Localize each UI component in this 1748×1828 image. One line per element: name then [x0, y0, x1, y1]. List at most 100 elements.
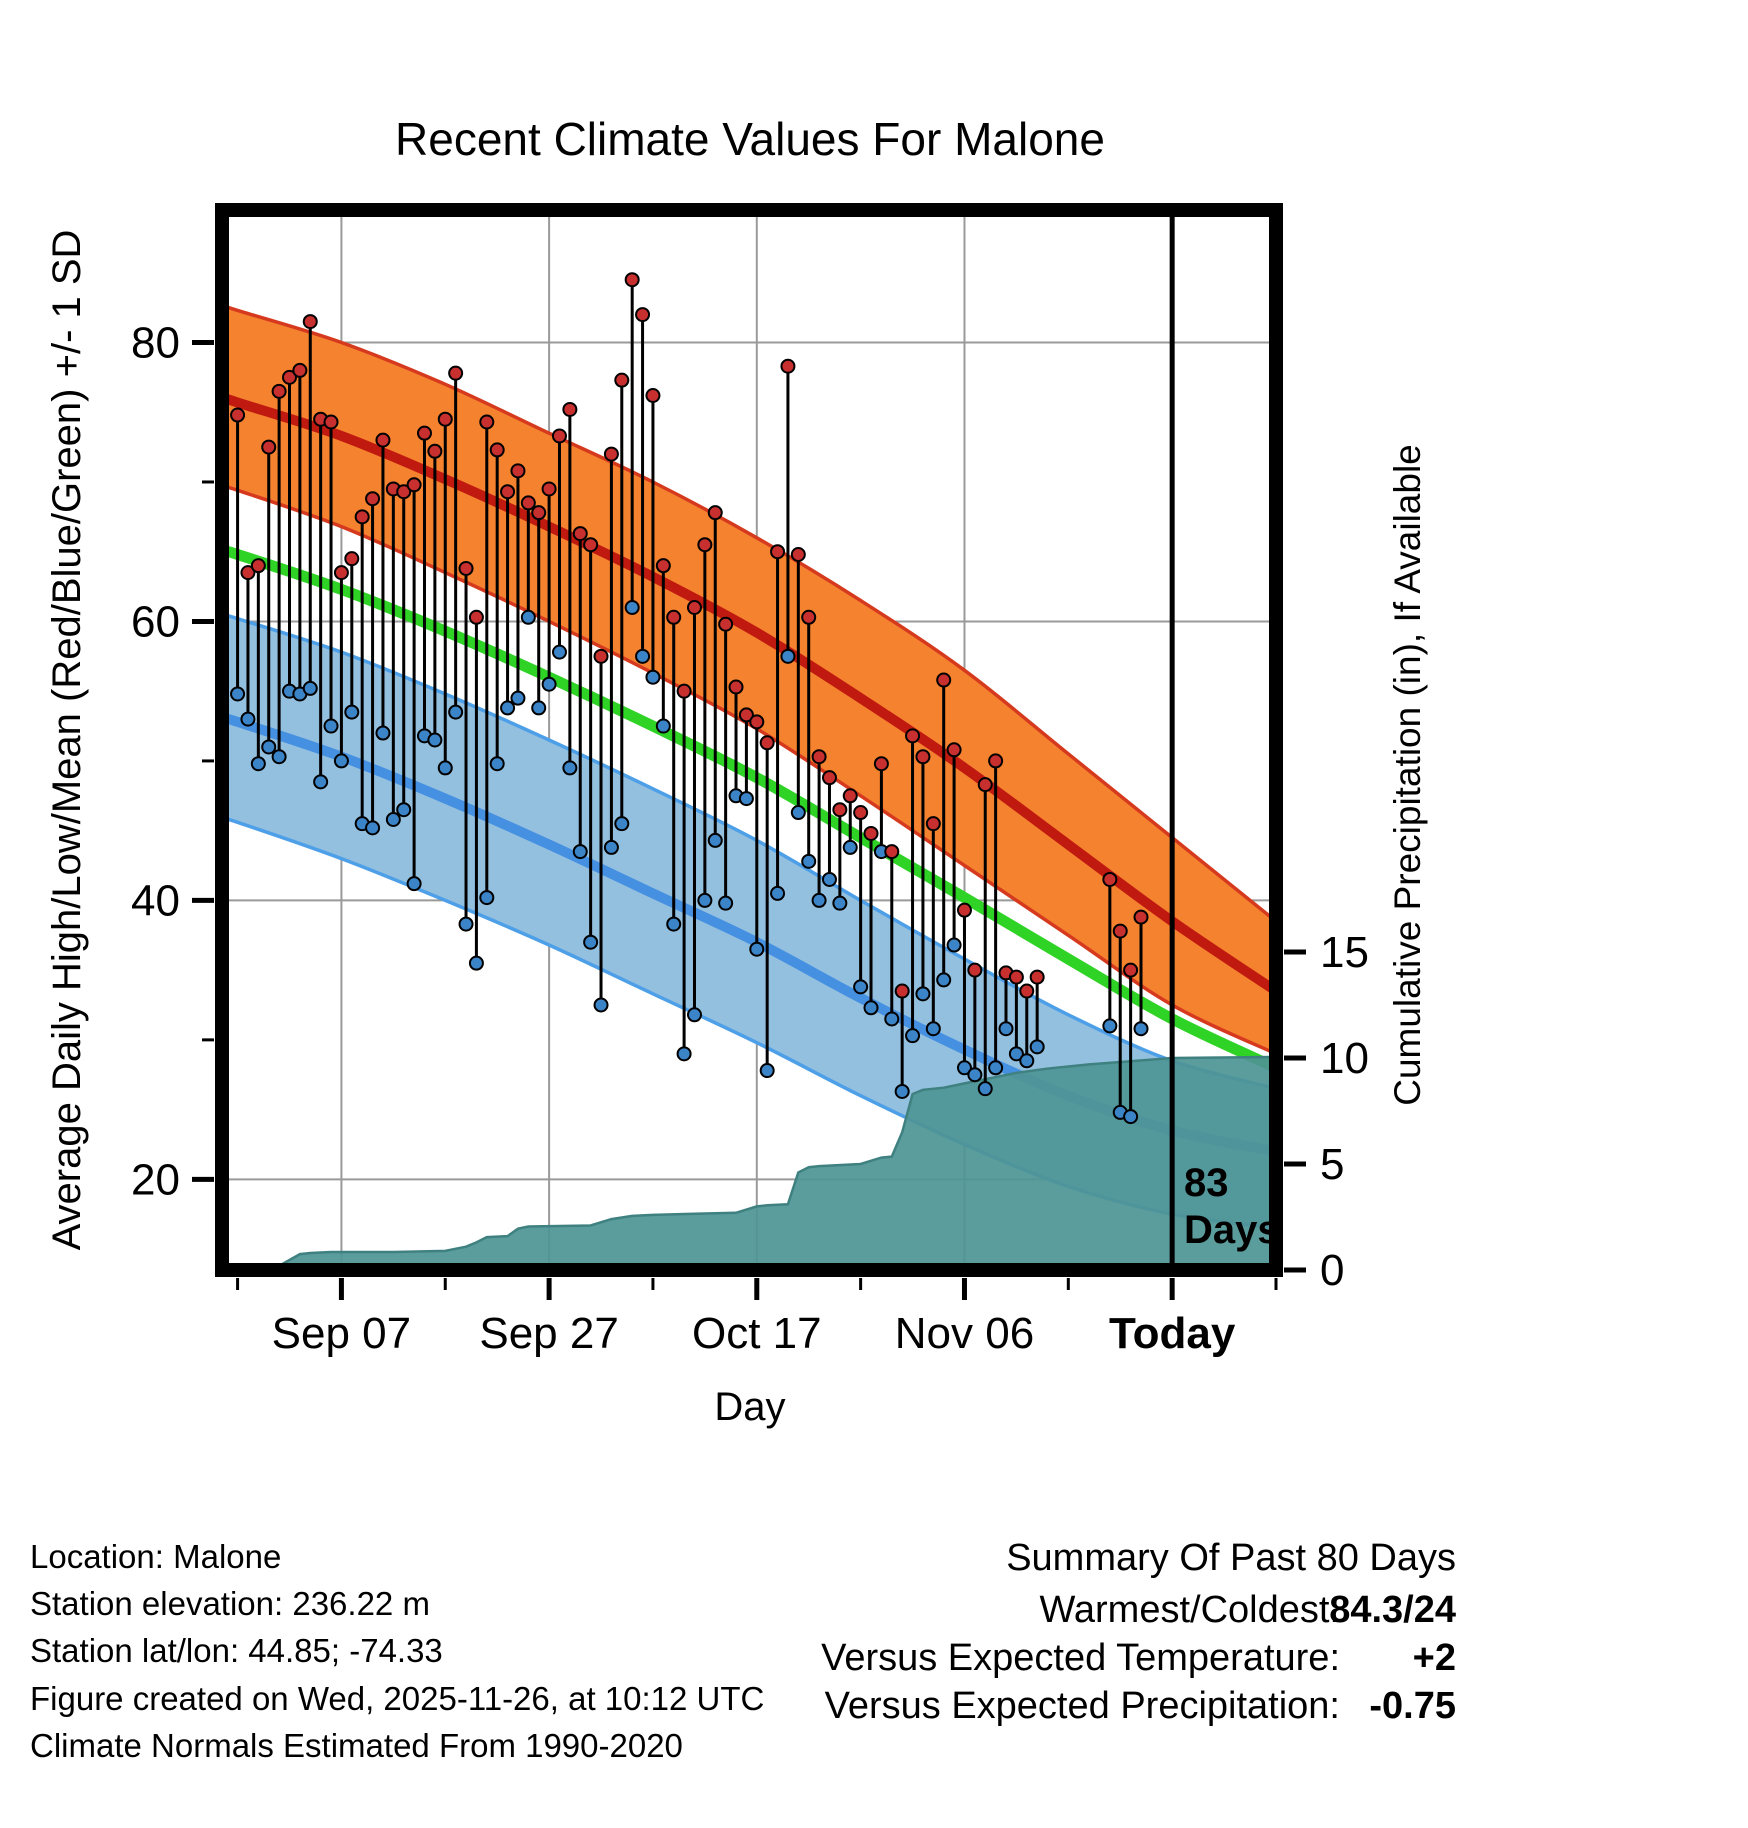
climate-normals-note: Climate Normals Estimated From 1990-2020: [30, 1727, 683, 1764]
daily-high-dot: [531, 505, 547, 521]
daily-low-dot: [1019, 1053, 1035, 1069]
daily-low-dot: [458, 916, 474, 932]
daily-low-dot: [905, 1028, 921, 1044]
daily-high-dot: [655, 558, 671, 574]
daily-high-dot: [541, 481, 557, 497]
y-right-tick-label: 15: [1320, 928, 1369, 977]
daily-low-dot: [365, 820, 381, 836]
daily-low-dot: [323, 718, 339, 734]
daily-low-dot: [697, 892, 713, 908]
daily-low-dot: [250, 756, 266, 772]
daily-high-dot: [936, 672, 952, 688]
daily-low-dot: [541, 676, 557, 692]
daily-high-dot: [437, 411, 453, 427]
daily-low-dot: [759, 1063, 775, 1079]
daily-high-dot: [562, 401, 578, 417]
daily-high-dot: [759, 735, 775, 751]
annotation-days-label: Days: [1184, 1208, 1280, 1252]
y-right-tick-label: 0: [1320, 1246, 1344, 1295]
daily-high-dot: [707, 505, 723, 521]
daily-high-dot: [718, 616, 734, 632]
daily-high-dot: [801, 609, 817, 625]
daily-high-dot: [635, 307, 651, 323]
daily-low-dot: [593, 997, 609, 1013]
daily-low-dot: [302, 680, 318, 696]
x-tick-label: Sep 07: [272, 1309, 411, 1358]
daily-high-dot: [375, 432, 391, 448]
daily-high-dot: [666, 609, 682, 625]
y-axis-left-label: Average Daily High/Low/Mean (Red/Blue/Gr…: [45, 230, 89, 1251]
y-axis-right-label: Cumulative Precipitation (in), If Availa…: [1387, 444, 1428, 1106]
daily-low-dot: [977, 1081, 993, 1097]
x-tick-label: Oct 17: [692, 1309, 822, 1358]
daily-low-dot: [645, 669, 661, 685]
daily-low-dot: [666, 916, 682, 932]
daily-low-dot: [437, 760, 453, 776]
daily-low-dot: [801, 853, 817, 869]
daily-high-dot: [956, 902, 972, 918]
daily-high-dot: [780, 358, 796, 374]
daily-low-dot: [271, 749, 287, 765]
chart-generated-layer: 20 40 60 80 0 5 10 15 Sep 07 Sep 27 Oct 17 Nov 06 To…: [131, 203, 1369, 1358]
daily-low-dot: [925, 1021, 941, 1037]
daily-high-dot: [593, 648, 609, 664]
daily-low-dot: [344, 704, 360, 720]
summary-vs-temperature-value: +2: [1413, 1637, 1456, 1679]
daily-low-dot: [562, 760, 578, 776]
daily-low-dot: [1102, 1018, 1118, 1034]
daily-high-dot: [1019, 983, 1035, 999]
daily-high-dot: [946, 742, 962, 758]
daily-low-dot: [614, 816, 630, 832]
daily-high-dot: [281, 369, 297, 385]
daily-high-dot: [842, 788, 858, 804]
daily-low-dot: [821, 871, 837, 887]
daily-low-dot: [240, 711, 256, 727]
daily-low-dot: [333, 753, 349, 769]
daily-high-dot: [770, 544, 786, 560]
x-tick-label: Today: [1109, 1309, 1236, 1358]
axis-ticks: [192, 340, 1306, 1300]
daily-high-dot: [240, 565, 256, 581]
daily-high-dot: [967, 962, 983, 978]
summary-vs-temperature-label: Versus Expected Temperature:: [821, 1637, 1340, 1679]
daily-low-dot: [385, 812, 401, 827]
daily-low-dot: [551, 644, 567, 660]
daily-low-dot: [749, 941, 765, 957]
daily-low-dot: [884, 1011, 900, 1027]
daily-low-dot: [427, 732, 443, 748]
summary-vs-precipitation-value: -0.75: [1369, 1685, 1456, 1727]
daily-low-dot: [738, 791, 754, 807]
daily-high-dot: [832, 802, 848, 818]
daily-high-dot: [406, 477, 422, 493]
daily-high-dot: [686, 600, 702, 615]
daily-low-dot: [780, 648, 796, 664]
daily-low-dot: [479, 890, 495, 906]
x-tick-label: Sep 27: [479, 1309, 618, 1358]
plot-border: [215, 203, 1283, 1277]
daily-high-dot: [749, 714, 765, 730]
daily-high-dot: [645, 388, 661, 403]
daily-high-dot: [697, 537, 713, 553]
daily-high-dot: [738, 707, 754, 723]
daily-high-dot: [354, 509, 370, 525]
station-elevation: Station elevation: 236.22 m: [30, 1585, 430, 1622]
daily-high-dot: [510, 463, 526, 479]
precip-edge-line: [222, 1055, 1276, 1270]
daily-high-dot: [925, 816, 941, 832]
daily-high-dot: [500, 484, 516, 500]
daily-high-dot: [468, 609, 484, 625]
daily-high-dot: [583, 537, 599, 553]
daily-low-dot: [230, 686, 246, 702]
summary-title: Summary Of Past 80 Days: [1006, 1537, 1456, 1579]
daily-high-dot: [551, 428, 567, 444]
precip-area: [222, 1056, 1276, 1270]
normal-high-line: [222, 392, 1276, 996]
daily-high-dot: [250, 558, 266, 574]
daily-high-dot: [489, 442, 505, 458]
daily-high-dot: [520, 495, 536, 511]
daily-low-dot: [686, 1007, 702, 1023]
daily-high-dot: [333, 565, 349, 581]
daily-low-dot: [988, 1060, 1004, 1076]
daily-low-dot: [510, 690, 526, 706]
x-tick-label: Nov 06: [895, 1309, 1034, 1358]
